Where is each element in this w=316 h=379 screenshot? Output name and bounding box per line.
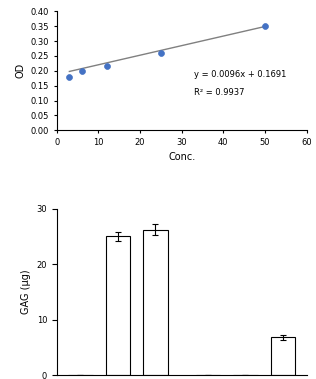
- Bar: [106, 236, 130, 375]
- Point: [262, 23, 267, 29]
- Point: [79, 68, 84, 74]
- Bar: [143, 230, 167, 375]
- Point: [158, 50, 163, 56]
- Y-axis label: GAG (μg): GAG (μg): [21, 270, 31, 314]
- Y-axis label: OD: OD: [15, 63, 25, 78]
- Text: y = 0.0096x + 0.1691: y = 0.0096x + 0.1691: [194, 70, 287, 79]
- Text: R² = 0.9937: R² = 0.9937: [194, 88, 245, 97]
- Bar: [271, 337, 295, 375]
- Point: [67, 74, 72, 80]
- X-axis label: Conc.: Conc.: [168, 152, 195, 163]
- Point: [104, 63, 109, 69]
